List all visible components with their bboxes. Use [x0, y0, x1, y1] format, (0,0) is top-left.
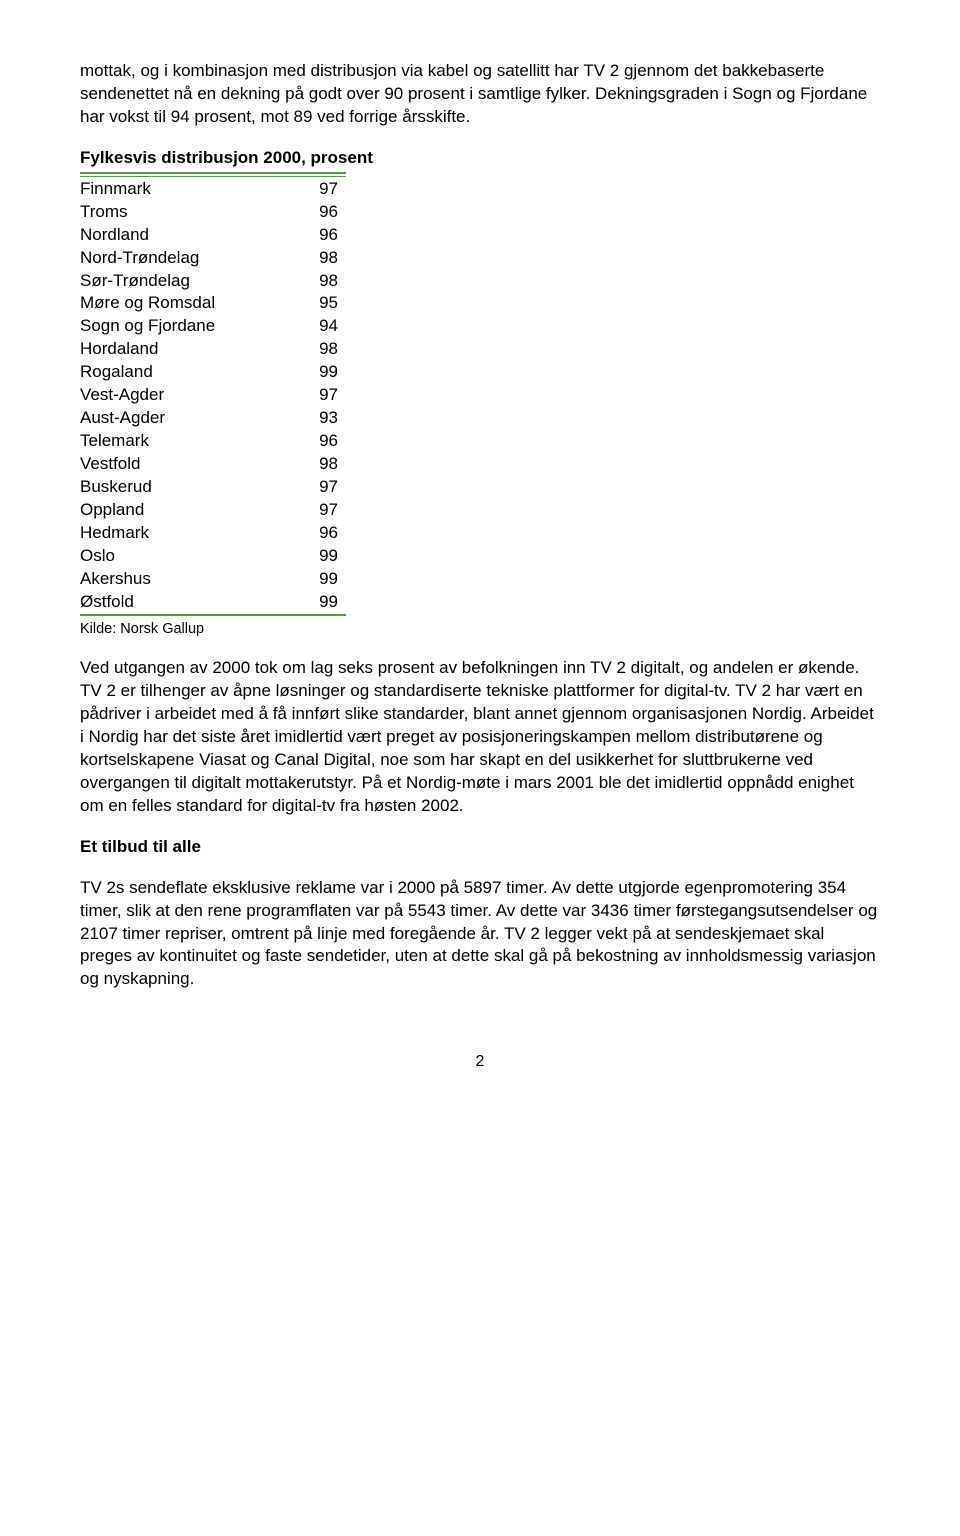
table-row: Nordland96 [80, 224, 346, 247]
county-label: Aust-Agder [80, 407, 258, 430]
county-label: Rogaland [80, 361, 258, 384]
county-label: Telemark [80, 430, 258, 453]
table-row: Hordaland98 [80, 338, 346, 361]
county-label: Hordaland [80, 338, 258, 361]
county-label: Akershus [80, 568, 258, 591]
table-rule-bottom [80, 615, 346, 616]
county-label: Østfold [80, 591, 258, 615]
table-row: Møre og Romsdal95 [80, 292, 346, 315]
county-label: Vest-Agder [80, 384, 258, 407]
county-value: 98 [258, 453, 346, 476]
body-paragraph-2: Ved utgangen av 2000 tok om lag seks pro… [80, 657, 880, 818]
table-row: Akershus99 [80, 568, 346, 591]
county-label: Sogn og Fjordane [80, 315, 258, 338]
county-label: Troms [80, 201, 258, 224]
table-row: Oppland97 [80, 499, 346, 522]
county-label: Hedmark [80, 522, 258, 545]
county-value: 98 [258, 247, 346, 270]
table-row: Troms96 [80, 201, 346, 224]
table-source: Kilde: Norsk Gallup [80, 620, 880, 640]
county-label: Oslo [80, 545, 258, 568]
county-value: 97 [258, 384, 346, 407]
table-row: Østfold99 [80, 591, 346, 615]
table-row: Rogaland99 [80, 361, 346, 384]
intro-paragraph: mottak, og i kombinasjon med distribusjo… [80, 60, 880, 129]
distribution-table: Finnmark97Troms96Nordland96Nord-Trøndela… [80, 172, 346, 616]
table-row: Finnmark97 [80, 178, 346, 201]
county-label: Nord-Trøndelag [80, 247, 258, 270]
county-value: 96 [258, 430, 346, 453]
county-value: 99 [258, 591, 346, 615]
county-value: 96 [258, 224, 346, 247]
county-label: Buskerud [80, 476, 258, 499]
table-title: Fylkesvis distribusjon 2000, prosent [80, 147, 880, 170]
county-value: 94 [258, 315, 346, 338]
county-value: 93 [258, 407, 346, 430]
county-label: Vestfold [80, 453, 258, 476]
table-row: Sør-Trøndelag98 [80, 270, 346, 293]
county-value: 97 [258, 178, 346, 201]
table-row: Telemark96 [80, 430, 346, 453]
county-label: Møre og Romsdal [80, 292, 258, 315]
table-row: Hedmark96 [80, 522, 346, 545]
county-value: 99 [258, 568, 346, 591]
county-value: 96 [258, 522, 346, 545]
table-row: Sogn og Fjordane94 [80, 315, 346, 338]
county-value: 97 [258, 476, 346, 499]
county-value: 95 [258, 292, 346, 315]
table-row: Vest-Agder97 [80, 384, 346, 407]
page-number: 2 [80, 1051, 880, 1073]
county-value: 99 [258, 545, 346, 568]
county-label: Finnmark [80, 178, 258, 201]
county-label: Oppland [80, 499, 258, 522]
table-row: Aust-Agder93 [80, 407, 346, 430]
table-row: Buskerud97 [80, 476, 346, 499]
table-row: Vestfold98 [80, 453, 346, 476]
table-row: Nord-Trøndelag98 [80, 247, 346, 270]
county-value: 99 [258, 361, 346, 384]
county-value: 98 [258, 270, 346, 293]
body-paragraph-3: TV 2s sendeflate eksklusive reklame var … [80, 877, 880, 992]
county-label: Sør-Trøndelag [80, 270, 258, 293]
county-label: Nordland [80, 224, 258, 247]
section-subhead: Et tilbud til alle [80, 836, 880, 859]
county-value: 96 [258, 201, 346, 224]
county-value: 97 [258, 499, 346, 522]
table-row: Oslo99 [80, 545, 346, 568]
county-value: 98 [258, 338, 346, 361]
